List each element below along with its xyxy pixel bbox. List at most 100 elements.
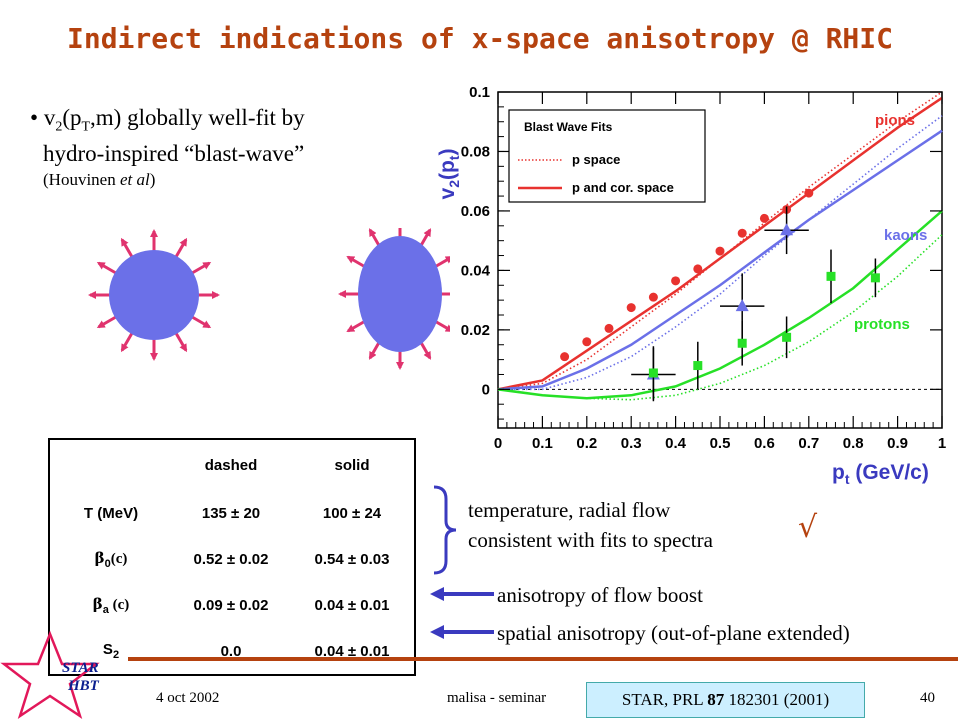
table-header-dashed: dashed <box>204 456 258 474</box>
data-point <box>693 361 703 371</box>
cell-dashed: 0.0 <box>220 642 242 660</box>
beta0-subscript: 0 <box>104 557 111 570</box>
data-point <box>826 271 836 281</box>
v-symbol: v <box>43 105 56 130</box>
y-tick-label: 0.08 <box>461 143 490 160</box>
data-point <box>737 228 747 238</box>
data-point <box>626 303 636 313</box>
logo-star-text: STAR <box>62 660 99 676</box>
v-subscript: 2 <box>55 119 63 135</box>
table-row: β0(c) 0.52 ± 0.02 0.54 ± 0.03 <box>49 536 415 582</box>
note-spatial-anisotropy: spatial anisotropy (out-of-plane extende… <box>497 621 850 645</box>
y-tick-label: 0.1 <box>469 84 490 101</box>
flow-arrow <box>173 237 188 260</box>
x-tick-label: 0.1 <box>532 435 553 452</box>
data-point <box>693 264 703 274</box>
v2-chart: 0 0.1 0.2 0.3 0.4 0.5 0.6 0.7 0.8 0.9 1 00.020.040… <box>436 84 946 487</box>
flow-arrow <box>173 330 188 353</box>
pt-open: (p <box>62 105 82 130</box>
legend-entry-p-cor-space: p and cor. space <box>572 180 674 195</box>
data-point <box>648 292 658 302</box>
pt-subscript: T <box>81 119 91 135</box>
pions-label: pions <box>875 112 915 129</box>
x-axis-ticks: 0 0.1 0.2 0.3 0.4 0.5 0.6 0.7 0.8 0.9 1 <box>494 92 946 452</box>
data-point <box>604 323 614 333</box>
table-row: T (MeV) 135 ± 20 100 ± 24 <box>49 490 415 536</box>
logo-hbt-text: HBT <box>67 678 100 694</box>
bullet-line-3: (Houvinen et al) <box>43 169 156 189</box>
arrow-head <box>430 587 444 601</box>
reference-prefix: STAR, PRL <box>621 690 708 709</box>
data-point <box>804 188 814 198</box>
data-point <box>737 338 747 348</box>
protons-label: protons <box>854 316 910 333</box>
flow-arrow <box>189 261 212 276</box>
x-tick-label: 0.4 <box>665 435 687 452</box>
fit-curve <box>497 209 943 400</box>
betaa-subscript: a <box>102 603 109 616</box>
reference-suffix: 182301 (2001) <box>724 690 830 709</box>
x-tick-label: 0.6 <box>754 435 775 452</box>
fit-curve <box>497 129 943 391</box>
parameter-table: dashed solid T (MeV) 135 ± 20 100 ± 24 β… <box>48 438 416 676</box>
row-label-temperature: T (MeV) <box>83 504 139 522</box>
reference-author: Houvinen et al <box>48 169 150 189</box>
brace-note-line-2: consistent with fits to spectra <box>468 528 713 552</box>
brace-note-line-1: temperature, radial flow <box>468 498 671 522</box>
check-mark: √ <box>798 510 818 545</box>
flow-arrow <box>120 237 135 260</box>
row-label-beta0: β0(c) <box>49 536 172 582</box>
footer-date: 4 oct 2002 <box>156 690 220 706</box>
legend-title: Blast Wave Fits <box>524 120 613 134</box>
table-row: βa (c) 0.09 ± 0.02 0.04 ± 0.01 <box>49 582 415 628</box>
circular-source <box>109 250 199 340</box>
legend-box <box>508 109 706 203</box>
cell-solid: 0.54 ± 0.03 <box>314 550 390 568</box>
cell-solid: 0.04 ± 0.01 <box>314 596 390 614</box>
cell-dashed: 0.09 ± 0.02 <box>193 596 269 614</box>
flow-arrow <box>96 314 119 329</box>
blast-wave-illustration <box>88 228 450 370</box>
bullet-line-1-rest: ,m) globally well-fit by <box>90 105 305 130</box>
row-label-s2: S2 <box>49 628 172 675</box>
fit-curve <box>497 234 943 401</box>
footer-author: malisa - seminar <box>447 690 547 706</box>
x-tick-label: 0 <box>494 435 502 452</box>
y-axis-ticks: 0 0.02 0.04 0.06 0.08 0.1 <box>461 84 942 420</box>
data-point <box>870 273 880 283</box>
y-axis-title: v2(pt) <box>436 149 462 200</box>
curly-brace <box>433 485 457 575</box>
bullet-text: • v2(pT,m) globally well-fit by hydro-in… <box>30 105 410 193</box>
bullet-marker: • <box>30 105 39 130</box>
flow-arrow <box>189 314 212 329</box>
flow-arrow <box>120 330 135 353</box>
elliptical-source <box>358 236 442 352</box>
x-tick-label: 0.5 <box>710 435 731 452</box>
data-point <box>715 246 725 256</box>
kaons-label: kaons <box>884 227 927 244</box>
page-number: 40 <box>920 690 935 706</box>
cell-solid: 100 ± 24 <box>322 504 382 522</box>
bullet-line-1: • v2(pT,m) globally well-fit by <box>30 105 410 141</box>
x-tick-label: 1 <box>938 435 946 452</box>
y-tick-label: 0.06 <box>461 203 490 220</box>
row-label-betaa: βa (c) <box>49 582 172 628</box>
data-point <box>782 332 792 342</box>
data-point <box>671 276 681 286</box>
x-tick-label: 0.9 <box>887 435 908 452</box>
chart-legend: Blast Wave Fits p space p and cor. space <box>508 109 706 203</box>
cell-dashed: 135 ± 20 <box>201 504 261 522</box>
data-point <box>759 213 769 223</box>
page-title: Indirect indications of x-space anisotro… <box>66 22 893 55</box>
x-tick-label: 0.2 <box>576 435 597 452</box>
y-tick-label: 0 <box>482 381 490 398</box>
s2-subscript: 2 <box>112 649 120 661</box>
data-point <box>582 337 592 347</box>
x-tick-label: 0.8 <box>843 435 864 452</box>
data-point <box>560 352 570 362</box>
data-point <box>735 299 749 312</box>
star-hbt-logo: STAR HBT <box>0 630 100 720</box>
beta-symbol: β <box>94 548 105 567</box>
footer-rule <box>128 657 958 661</box>
bullet-line-2: hydro-inspired “blast-wave” <box>43 140 305 166</box>
